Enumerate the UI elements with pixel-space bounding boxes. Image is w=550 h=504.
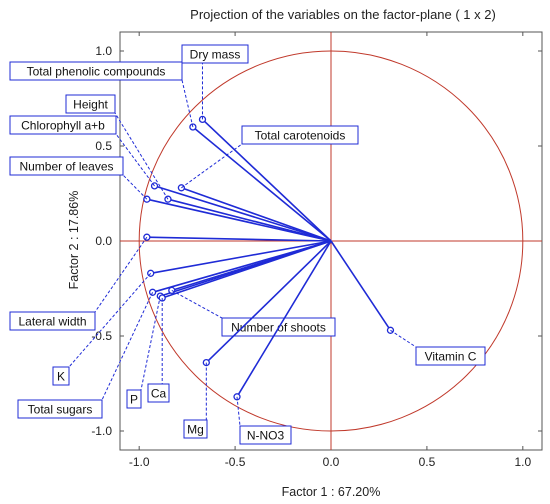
leader-total-sugars bbox=[101, 292, 154, 401]
label-box-total-sugars bbox=[17, 399, 103, 419]
label-dry-mass: Dry mass bbox=[190, 48, 241, 62]
label-total-phenolic-compounds: Total phenolic compounds bbox=[27, 65, 166, 79]
label-box-number-of-leaves bbox=[9, 156, 124, 176]
y-tick-label: 0.0 bbox=[95, 234, 112, 248]
vector-n-no3 bbox=[236, 240, 332, 398]
x-tick-label: 0.0 bbox=[323, 455, 340, 469]
label-box-n-no3 bbox=[239, 425, 292, 445]
label-box-mg bbox=[183, 419, 208, 439]
vector-lateral-width bbox=[146, 236, 332, 242]
vector-vitamin-c bbox=[330, 240, 392, 331]
leader-vitamin-c bbox=[390, 329, 417, 348]
leader-total-phenolic-compounds bbox=[181, 79, 194, 128]
leader-lateral-width bbox=[94, 236, 148, 313]
label-box-total-phenolic-compounds bbox=[9, 61, 183, 81]
label-chlorophyll-a-b: Chlorophyll a+b bbox=[21, 119, 105, 133]
label-box-height bbox=[65, 94, 116, 114]
label-box-ca bbox=[147, 383, 170, 403]
vector-number-of-shoots bbox=[171, 240, 332, 292]
label-n-no3: N-NO3 bbox=[247, 429, 285, 443]
y-tick-label: 0.5 bbox=[95, 139, 112, 153]
vector-total-phenolic-compounds bbox=[192, 126, 332, 242]
vector-chlorophyll-a-b bbox=[154, 185, 332, 242]
leader-n-no3 bbox=[236, 396, 241, 427]
y-tick-label: -0.5 bbox=[91, 329, 112, 343]
label-total-sugars: Total sugars bbox=[28, 403, 93, 417]
unit-circle bbox=[138, 50, 524, 432]
y-tick-label: -1.0 bbox=[91, 424, 112, 438]
label-total-carotenoids: Total carotenoids bbox=[255, 129, 346, 143]
label-box-dry-mass bbox=[181, 44, 249, 64]
vector-k bbox=[150, 240, 332, 275]
x-tick-label: 1.0 bbox=[514, 455, 531, 469]
x-axis-label: Factor 1 : 67.20% bbox=[282, 485, 381, 499]
label-box-vitamin-c bbox=[415, 346, 486, 366]
label-box-p bbox=[126, 389, 142, 409]
vector-number-of-leaves bbox=[146, 198, 332, 242]
x-tick-label: -1.0 bbox=[129, 455, 150, 469]
label-box-lateral-width bbox=[9, 311, 96, 331]
label-vitamin-c: Vitamin C bbox=[425, 350, 477, 364]
label-number-of-leaves: Number of leaves bbox=[19, 160, 113, 174]
label-box-chlorophyll-a-b bbox=[9, 115, 117, 135]
leader-chlorophyll-a-b bbox=[115, 133, 155, 187]
chart-title: Projection of the variables on the facto… bbox=[190, 7, 496, 22]
vector-mg bbox=[205, 240, 332, 364]
label-p: P bbox=[130, 393, 138, 407]
label-k: K bbox=[57, 370, 65, 384]
vector-dry-mass bbox=[201, 118, 332, 242]
leader-p bbox=[140, 295, 161, 391]
vector-total-carotenoids bbox=[181, 187, 332, 242]
leader-number-of-shoots bbox=[171, 289, 223, 319]
leader-number-of-leaves bbox=[122, 174, 148, 200]
x-tick-label: 0.5 bbox=[419, 455, 436, 469]
leader-height bbox=[114, 112, 169, 200]
label-box-total-carotenoids bbox=[241, 125, 359, 145]
label-ca: Ca bbox=[151, 387, 167, 401]
label-mg: Mg bbox=[187, 423, 204, 437]
plot-area: -1.0 -0.5 0.0 0.5 1.0 1.0 0.5 0.0 -0.5 -1.0 Dry ma… bbox=[9, 31, 543, 469]
leader-total-carotenoids bbox=[181, 143, 243, 189]
label-lateral-width: Lateral width bbox=[18, 315, 86, 329]
y-axis-label: Factor 2 : 17.86% bbox=[67, 191, 81, 290]
leader-k bbox=[68, 272, 152, 368]
x-tick-label: -0.5 bbox=[225, 455, 246, 469]
label-box-k bbox=[52, 366, 70, 386]
label-height: Height bbox=[73, 98, 108, 112]
y-tick-label: 1.0 bbox=[95, 44, 112, 58]
